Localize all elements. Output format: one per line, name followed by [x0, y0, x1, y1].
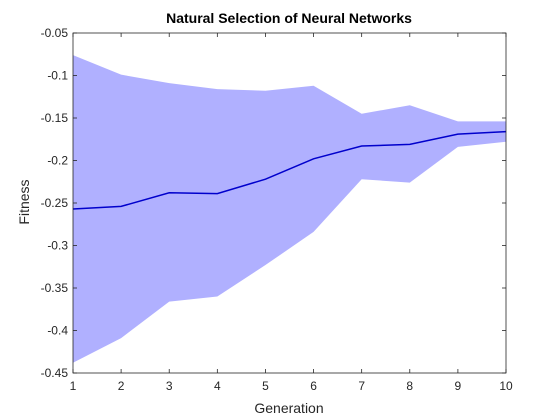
x-axis-label: Generation: [254, 400, 323, 416]
x-tick-label: 10: [499, 379, 513, 393]
x-tick-label: 2: [118, 379, 125, 393]
plot-area: 1 2 3 4 5 6 7 8 9 10 -0.05 -0.1 -0.15 -0.2 -0.25 -0.3 -0…: [41, 26, 513, 393]
x-tick-label: 7: [358, 379, 365, 393]
y-tick-label: -0.35: [41, 281, 69, 295]
x-tick-label: 8: [406, 379, 413, 393]
y-tick-label: -0.05: [41, 26, 69, 40]
fitness-range-band: [73, 55, 506, 363]
mean-fitness-line: [72, 130, 507, 210]
y-tick-label: -0.4: [47, 324, 68, 338]
x-tick-label: 9: [455, 379, 462, 393]
x-tick-label: 6: [310, 379, 317, 393]
y-tick-label: -0.3: [47, 239, 68, 253]
y-tick-label: -0.15: [41, 111, 69, 125]
x-tick-label: 5: [262, 379, 269, 393]
x-tick-label: 1: [70, 379, 77, 393]
y-tick-label: -0.45: [41, 366, 69, 380]
x-tick-label: 3: [166, 379, 173, 393]
y-tick-label: -0.2: [47, 154, 68, 168]
y-tick-label: -0.1: [47, 69, 68, 83]
y-axis-label: Fitness: [16, 179, 32, 224]
y-tick-label: -0.25: [41, 196, 69, 210]
chart-title: Natural Selection of Neural Networks: [166, 10, 412, 26]
x-tick-label: 4: [214, 379, 221, 393]
